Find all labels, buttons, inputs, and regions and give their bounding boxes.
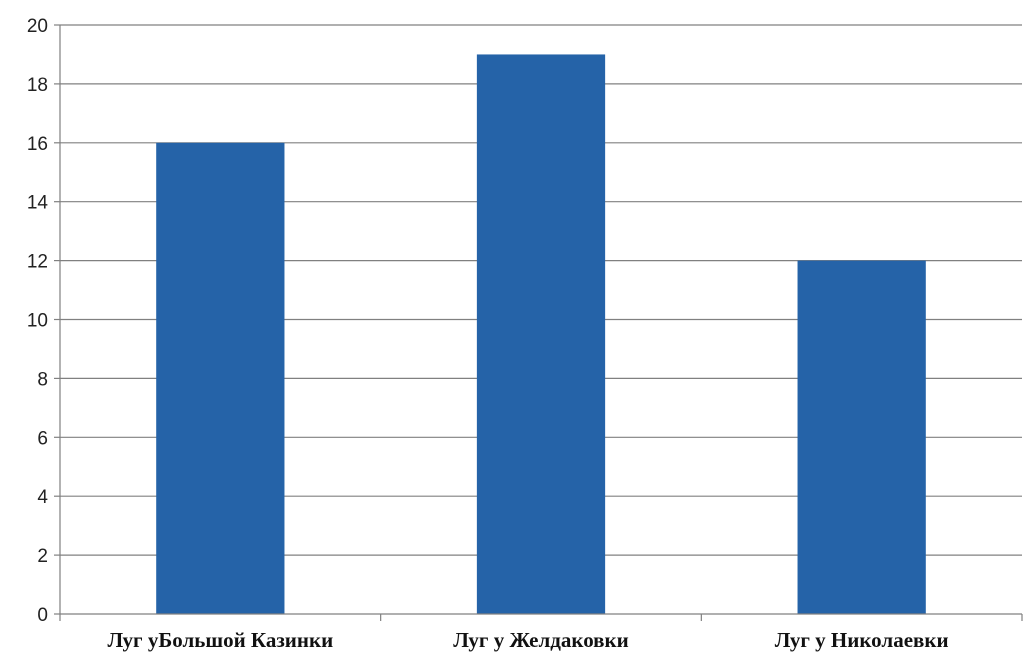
y-tick-label: 0 (37, 605, 48, 626)
bar (476, 54, 606, 614)
y-tick-label: 16 (27, 134, 48, 155)
y-tick-label: 12 (27, 252, 48, 273)
y-axis-ticks: 0 2 4 6 8 10 12 14 16 18 20 (27, 16, 60, 626)
x-tick-label: Луг у Желдаковки (453, 628, 628, 652)
y-tick-label: 18 (27, 75, 48, 96)
x-axis (59, 25, 1023, 621)
x-axis-ticks: Луг уБольшой Казинки Луг у Желдаковки Луг … (107, 628, 948, 652)
x-tick-label: Луг уБольшой Казинки (107, 628, 333, 652)
y-tick-label: 6 (37, 428, 48, 449)
y-tick-label: 8 (37, 369, 48, 390)
x-tick-label: Луг у Николаевки (775, 628, 949, 652)
y-tick-label: 2 (37, 546, 48, 567)
y-tick-label: 10 (27, 311, 48, 332)
y-tick-label: 20 (27, 16, 48, 37)
y-tick-label: 14 (27, 193, 49, 214)
bars (156, 54, 926, 615)
bar (156, 142, 285, 615)
bar (797, 260, 926, 614)
y-tick-label: 4 (37, 487, 48, 508)
